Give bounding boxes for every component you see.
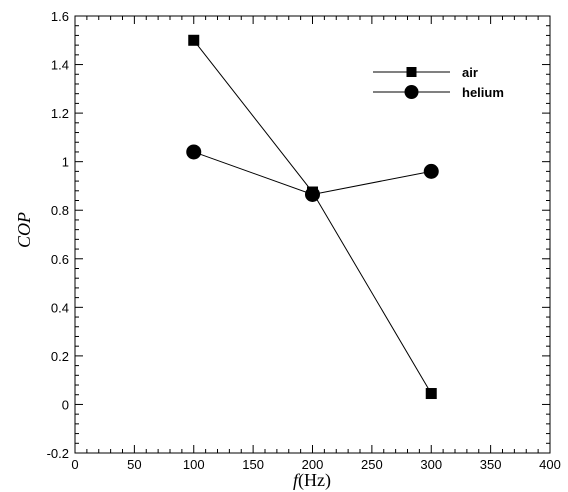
y-tick-label: 0.8 bbox=[51, 203, 69, 218]
data-point-air bbox=[188, 34, 200, 46]
data-point-air bbox=[425, 388, 437, 400]
data-point-helium bbox=[305, 186, 320, 202]
axis-ticks: 0 50 100 150 200 250 300 350 400-0.200.20.40.60.… bbox=[47, 9, 561, 472]
x-tick-label: 0 bbox=[71, 457, 78, 472]
legend-label-helium: helium bbox=[462, 85, 504, 100]
y-tick-label: 0.6 bbox=[51, 252, 69, 267]
x-tick-label: 350 bbox=[480, 457, 502, 472]
data-point-helium bbox=[423, 163, 439, 179]
x-tick-label: 100 bbox=[183, 457, 205, 472]
series-line-air bbox=[193, 39, 432, 394]
legend: air helium bbox=[373, 65, 504, 100]
y-tick-label: 0.2 bbox=[51, 349, 69, 364]
x-tick-label: 150 bbox=[242, 457, 264, 472]
x-tick-label: 400 bbox=[539, 457, 561, 472]
x-axis-title-symbol: f bbox=[293, 470, 301, 490]
legend-marker-helium bbox=[404, 85, 419, 99]
data-point-helium bbox=[186, 144, 202, 160]
y-tick-label: 0 bbox=[62, 397, 69, 412]
y-tick-label: 1.4 bbox=[51, 58, 69, 73]
y-tick-label: 0.4 bbox=[51, 300, 69, 315]
x-tick-label: 200 bbox=[302, 457, 324, 472]
x-axis-title: f(Hz) bbox=[293, 470, 331, 491]
plot-frame bbox=[74, 15, 551, 454]
y-tick-label: 1 bbox=[62, 155, 69, 170]
x-axis-title-unit: (Hz) bbox=[298, 470, 331, 491]
y-tick-label: 1.2 bbox=[51, 106, 69, 121]
x-tick-label: 50 bbox=[127, 457, 141, 472]
y-axis-title: COP bbox=[14, 212, 34, 248]
legend-marker-air bbox=[406, 67, 417, 77]
plot-border bbox=[74, 15, 551, 454]
x-tick-label: 250 bbox=[361, 457, 383, 472]
y-tick-label: 1.6 bbox=[51, 9, 69, 24]
x-tick-label: 300 bbox=[420, 457, 442, 472]
y-tick-label: -0.2 bbox=[47, 446, 69, 461]
legend-label-air: air bbox=[462, 65, 478, 80]
data-series bbox=[186, 34, 439, 400]
